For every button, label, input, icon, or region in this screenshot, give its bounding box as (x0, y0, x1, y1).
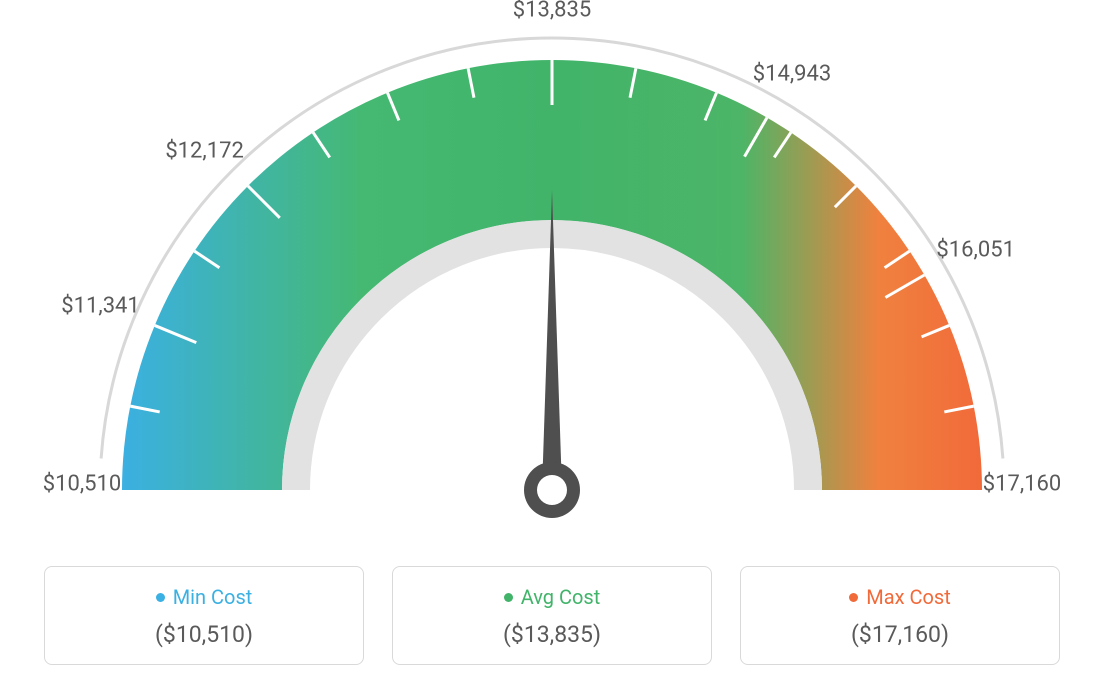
min-cost-value: ($10,510) (55, 621, 353, 648)
min-cost-title-text: Min Cost (173, 585, 253, 609)
gauge-chart: $10,510 $11,341 $12,172 $13,835 $14,943 $16,0… (0, 0, 1104, 560)
gauge-tick-label: $12,172 (165, 138, 244, 163)
min-cost-card: Min Cost ($10,510) (44, 566, 364, 665)
gauge-tick-label: $10,510 (43, 472, 122, 497)
gauge-tick-label: $16,051 (936, 238, 1015, 263)
gauge-tick-label: $14,943 (753, 62, 832, 87)
max-cost-card: Max Cost ($17,160) (740, 566, 1060, 665)
min-cost-title: Min Cost (156, 585, 253, 609)
cost-cards-row: Min Cost ($10,510) Avg Cost ($13,835) Ma… (0, 566, 1104, 665)
max-cost-title: Max Cost (849, 585, 951, 609)
needle-hub-hole (537, 475, 567, 505)
avg-cost-value: ($13,835) (403, 621, 701, 648)
avg-cost-card: Avg Cost ($13,835) (392, 566, 712, 665)
max-cost-title-text: Max Cost (866, 585, 951, 609)
max-cost-value: ($17,160) (751, 621, 1049, 648)
gauge-tick-label: $13,835 (513, 0, 592, 23)
dot-icon (156, 593, 165, 602)
gauge-svg (0, 0, 1104, 560)
gauge-tick-label: $17,160 (983, 472, 1062, 497)
avg-cost-title-text: Avg Cost (521, 585, 601, 609)
dot-icon (849, 593, 858, 602)
dot-icon (504, 593, 513, 602)
avg-cost-title: Avg Cost (504, 585, 601, 609)
gauge-tick-label: $11,341 (61, 294, 140, 319)
